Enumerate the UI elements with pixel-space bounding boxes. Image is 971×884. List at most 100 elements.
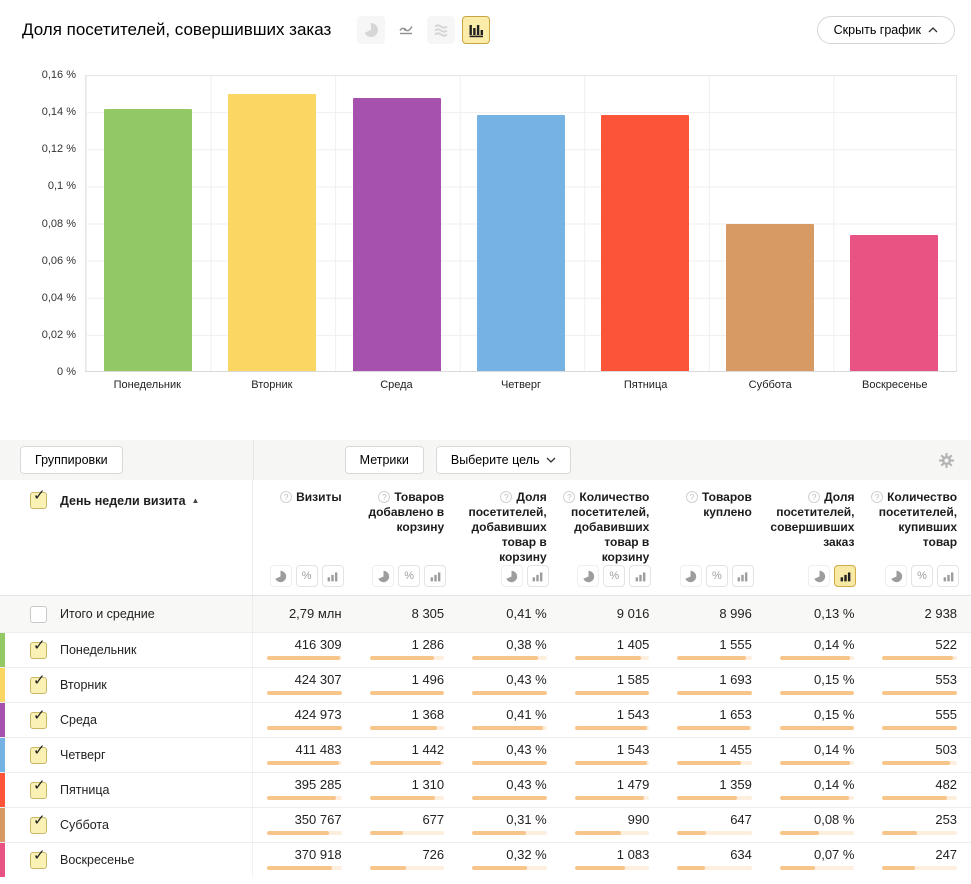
cell-bar-fill (267, 866, 332, 870)
goal-select-button[interactable]: Выберите цель (435, 446, 572, 474)
pie-toggle-icon[interactable] (269, 565, 292, 587)
percent-toggle-icon[interactable]: % (603, 565, 626, 587)
cell-bar-track (677, 831, 752, 835)
cell-bar-track (472, 726, 547, 730)
cell-bar-fill (369, 656, 434, 660)
hide-chart-button[interactable]: Скрыть график (816, 16, 955, 44)
stacked-chart-icon[interactable] (427, 16, 456, 44)
cell-bar-track (267, 761, 342, 765)
chart-bar[interactable] (601, 114, 690, 371)
cell-value: 424 973 (294, 707, 342, 722)
table-row: ✓ Вторник 424 307 1 496 0,43 % 1 585 1 693 0,15… (0, 667, 971, 702)
cell-bar-fill (574, 691, 650, 695)
cell-bar-track (574, 831, 650, 835)
metric-cell: 0,14 % (766, 738, 869, 772)
line-chart-icon[interactable] (392, 16, 421, 44)
pie-toggle-icon[interactable] (372, 565, 395, 587)
metric-cell: 555 (868, 703, 971, 737)
bars-toggle-icon[interactable] (526, 565, 549, 587)
table-header: ✓ День недели визита ▲ ? Визиты % ? Товаров… (0, 480, 971, 596)
metric-cell: 1 543 (561, 738, 664, 772)
totals-checkbox[interactable] (30, 605, 47, 623)
pie-toggle-icon[interactable] (679, 565, 702, 587)
bars-toggle-icon-selected[interactable] (834, 565, 857, 587)
row-color-stripe (0, 668, 5, 702)
cell-value: 0,43 % (506, 742, 547, 757)
bar-slot (583, 76, 707, 371)
cell-bar-fill (779, 691, 855, 695)
chart-bar[interactable] (104, 109, 193, 371)
row-color-stripe (0, 843, 5, 877)
pie-toggle-icon[interactable] (885, 565, 908, 587)
help-icon: ? (378, 491, 391, 503)
row-label-cell: ✓ Вторник (0, 668, 253, 702)
cell-bar-track (369, 796, 445, 800)
metrics-button[interactable]: Метрики (344, 446, 424, 474)
row-label: Суббота (60, 818, 109, 832)
cell-bar-fill (677, 761, 742, 765)
metric-cell: 0,15 % (766, 668, 869, 702)
percent-toggle-icon[interactable]: % (911, 565, 934, 587)
percent-toggle-icon[interactable]: % (295, 565, 318, 587)
select-all-checkbox[interactable]: ✓ (30, 487, 47, 509)
bars-toggle-icon[interactable] (937, 565, 960, 587)
chevron-up-icon (928, 27, 938, 33)
groupings-button[interactable]: Группировки (20, 446, 123, 474)
row-dimension-header[interactable]: ✓ День недели визита ▲ (0, 480, 253, 595)
cell-bar-track (882, 831, 958, 835)
cell-bar-track (574, 761, 650, 765)
row-checkbox[interactable]: ✓ (30, 637, 47, 659)
row-checkbox[interactable]: ✓ (30, 777, 47, 799)
cell-bar-fill (369, 796, 436, 800)
cell-value: 1 653 (719, 707, 752, 722)
metric-cell: 482 (868, 773, 971, 807)
pie-toggle-icon[interactable] (500, 565, 523, 587)
bars-toggle-icon[interactable] (731, 565, 754, 587)
table-row: ✓ Четверг 411 483 1 442 0,43 % 1 543 1 455 0,14… (0, 737, 971, 772)
metric-cell: 1 359 (663, 773, 766, 807)
cell-bar-fill (677, 831, 706, 835)
cell-value: 1 455 (719, 742, 752, 757)
row-checkbox[interactable]: ✓ (30, 742, 47, 764)
cell-bar-track (369, 691, 445, 695)
gear-icon[interactable] (938, 452, 955, 469)
row-checkbox[interactable]: ✓ (30, 847, 47, 869)
y-tick-label: 0,06 % (41, 254, 76, 267)
row-checkbox[interactable]: ✓ (30, 707, 47, 729)
cell-bar-fill (574, 796, 645, 800)
cell-bar-track (472, 761, 547, 765)
bars-toggle-icon[interactable] (321, 565, 344, 587)
chart-bar[interactable] (228, 94, 317, 371)
bars-toggle-icon[interactable] (424, 565, 447, 587)
chart-bar[interactable] (352, 98, 441, 371)
pie-toggle-icon[interactable] (808, 565, 831, 587)
pie-toggle-icon[interactable] (577, 565, 600, 587)
metric-cell: 0,43 % (458, 773, 561, 807)
table-row: ✓ Понедельник 416 309 1 286 0,38 % 1 405 1 555… (0, 632, 971, 667)
metric-cell: 424 307 (253, 668, 356, 702)
chart-bar[interactable] (725, 223, 814, 371)
chart-bar[interactable] (476, 114, 565, 371)
y-tick-label: 0,02 % (41, 328, 76, 341)
column-header-count-bought: ? Количество посетителей, купивших товар … (868, 480, 971, 595)
pie-chart-icon[interactable] (357, 16, 386, 44)
cell-bar-fill (677, 866, 705, 870)
metric-cell: 0,38 % (458, 633, 561, 667)
percent-toggle-icon[interactable]: % (398, 565, 421, 587)
cell-bar-track (369, 831, 445, 835)
metric-cell: 647 (663, 808, 766, 842)
cell-bar-fill (574, 831, 621, 835)
metric-cell: 1 405 (561, 633, 664, 667)
chart-bar[interactable] (849, 234, 938, 371)
cell-bar-track (574, 726, 650, 730)
bar-chart-icon[interactable] (462, 16, 491, 44)
cell-bar-fill (677, 656, 746, 660)
bars-toggle-icon[interactable] (629, 565, 652, 587)
row-checkbox[interactable]: ✓ (30, 672, 47, 694)
row-color-stripe (0, 773, 5, 807)
totals-value: 2,79 млн (288, 606, 342, 621)
cell-bar-fill (779, 726, 854, 730)
percent-toggle-icon[interactable]: % (705, 565, 728, 587)
cell-bar-track (472, 691, 547, 695)
row-checkbox[interactable]: ✓ (30, 812, 47, 834)
